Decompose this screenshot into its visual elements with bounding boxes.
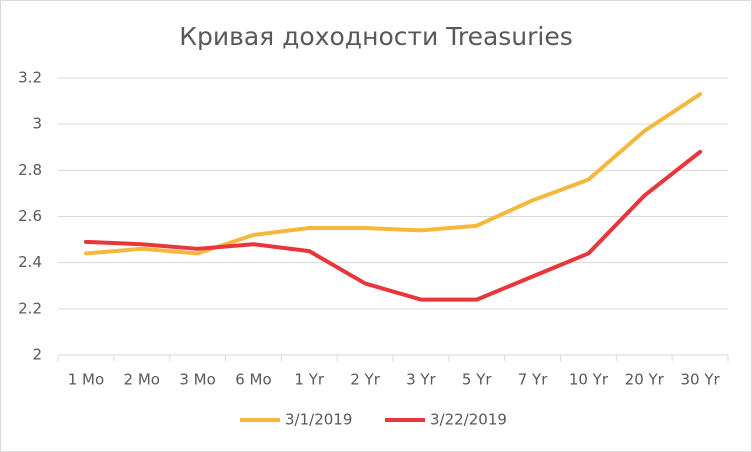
series-line	[83, 149, 703, 302]
x-tick-label: 20 Yr	[625, 371, 665, 389]
y-tick-label: 2.8	[18, 161, 42, 179]
y-tick-label: 2.4	[18, 253, 42, 271]
x-tick-label: 3 Yr	[406, 371, 436, 389]
y-tick-label: 2	[32, 346, 42, 364]
x-tick-label: 5 Yr	[462, 371, 492, 389]
legend-label: 3/1/2019	[285, 411, 352, 429]
y-tick-label: 2.6	[18, 207, 42, 225]
x-tick-label: 10 Yr	[569, 371, 609, 389]
x-tick-label: 2 Mo	[124, 371, 160, 389]
y-tick-label: 3.2	[18, 69, 42, 87]
x-tick-label: 1 Mo	[68, 371, 104, 389]
chart-title: Кривая доходности Treasuries	[179, 22, 573, 51]
x-tick-label: 1 Yr	[294, 371, 324, 389]
x-tick-label: 30 Yr	[680, 371, 720, 389]
x-tick-label: 6 Mo	[235, 371, 271, 389]
series-line	[83, 92, 703, 256]
legend-label: 3/22/2019	[430, 411, 507, 429]
y-tick-label: 2.2	[18, 299, 42, 317]
y-tick-label: 3	[32, 115, 42, 133]
x-tick-label: 7 Yr	[518, 371, 548, 389]
x-tick-label: 3 Mo	[179, 371, 215, 389]
x-tick-label: 2 Yr	[350, 371, 380, 389]
